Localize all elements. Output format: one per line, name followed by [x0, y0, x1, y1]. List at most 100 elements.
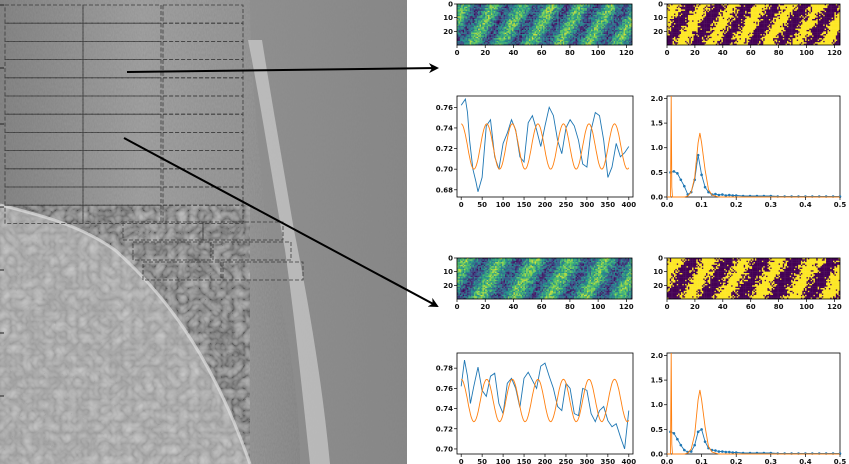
heatmap-cell: [776, 9, 778, 11]
heatmap-cell: [465, 5, 467, 7]
heatmap-cell: [563, 18, 565, 20]
heatmap-cell: [602, 19, 604, 21]
heatmap-cell: [680, 16, 682, 18]
heatmap-cell: [779, 11, 781, 13]
heatmap-cell: [797, 5, 799, 7]
heatmap-cell: [460, 8, 462, 10]
heatmap-cell: [780, 15, 782, 17]
heatmap-cell: [547, 15, 549, 17]
heatmap-cell: [542, 40, 544, 42]
heatmap-cell: [611, 22, 613, 24]
heatmap-cell: [564, 33, 566, 35]
heatmap-cell: [487, 38, 489, 40]
heatmap-cell: [570, 11, 572, 13]
heatmap-cell: [592, 16, 594, 18]
heatmap-cell: [465, 27, 467, 29]
heatmap-cell: [574, 29, 576, 31]
heatmap-cell: [498, 25, 500, 27]
heatmap-cell: [598, 37, 600, 39]
heatmap-cell: [473, 34, 475, 36]
heatmap-cell: [557, 30, 559, 32]
heatmap-cell: [692, 11, 694, 13]
heatmap-cell: [564, 40, 566, 42]
heatmap-cell: [494, 5, 496, 7]
heatmap-cell: [714, 16, 716, 18]
heatmap-cell: [577, 29, 579, 31]
heatmap-cell: [464, 18, 466, 20]
heatmap-cell: [521, 11, 523, 13]
heatmap-cell: [601, 38, 603, 40]
heatmap-cell: [542, 11, 544, 13]
heatmap-cell: [467, 7, 469, 9]
heatmap-cell: [501, 14, 503, 16]
heatmap-cell: [615, 26, 617, 28]
heatmap-cell: [546, 16, 548, 18]
heatmap-cell: [545, 18, 547, 20]
heatmap-cell: [487, 12, 489, 14]
heatmap-cell: [608, 33, 610, 35]
heatmap-cell: [533, 8, 535, 10]
heatmap-cell: [465, 9, 467, 11]
heatmap-cell: [567, 20, 569, 22]
heatmap-cell: [755, 15, 757, 17]
heatmap-cell: [468, 16, 470, 18]
heatmap-cell: [467, 26, 469, 28]
heatmap-cell: [703, 9, 705, 11]
heatmap-cell: [519, 9, 521, 11]
heatmap-cell: [674, 11, 676, 13]
heatmap-cell: [525, 11, 527, 13]
heatmap-cell: [478, 34, 480, 36]
heatmap-cell: [721, 5, 723, 7]
heatmap-cell: [494, 14, 496, 16]
heatmap-cell: [748, 16, 750, 18]
heatmap-cell: [573, 29, 575, 31]
heatmap-cell: [563, 31, 565, 33]
heatmap-cell: [482, 41, 484, 43]
heatmap-cell: [470, 7, 472, 9]
heatmap-cell: [712, 7, 714, 9]
heatmap-cell: [595, 31, 597, 33]
heatmap-cell: [513, 11, 515, 13]
heatmap-cell: [519, 29, 521, 31]
heatmap-cell: [759, 8, 761, 10]
heatmap-cell: [609, 40, 611, 42]
heatmap-cell: [754, 14, 756, 16]
heatmap-cell: [710, 11, 712, 13]
heatmap-cell: [521, 12, 523, 14]
heatmap-cell: [513, 26, 515, 28]
heatmap-cell: [467, 11, 469, 13]
heatmap-cell: [691, 11, 693, 13]
heatmap-cell: [564, 14, 566, 16]
heatmap-cell: [560, 23, 562, 25]
heatmap-cell: [621, 16, 623, 18]
heatmap-cell: [518, 16, 520, 18]
heatmap-cell: [616, 18, 618, 20]
heatmap-cell: [570, 42, 572, 44]
heatmap-cell: [615, 20, 617, 22]
heatmap-cell: [776, 15, 778, 17]
heatmap-cell: [591, 34, 593, 36]
heatmap-cell: [502, 12, 504, 14]
heatmap-cell: [777, 14, 779, 16]
heatmap-cell: [578, 16, 580, 18]
heatmap-cell: [671, 16, 673, 18]
heatmap-cell: [724, 8, 726, 10]
heatmap-cell: [549, 25, 551, 27]
heatmap-cell: [473, 37, 475, 39]
heatmap-cell: [585, 7, 587, 9]
heatmap-cell: [477, 26, 479, 28]
heatmap-cell: [581, 18, 583, 20]
heatmap-cell: [488, 20, 490, 22]
heatmap-cell: [518, 35, 520, 37]
heatmap-cell: [513, 19, 515, 21]
heatmap-cell: [773, 14, 775, 16]
heatmap-cell: [609, 27, 611, 29]
heatmap-cell: [561, 34, 563, 36]
heatmap-cell: [467, 42, 469, 44]
heatmap-cell: [532, 40, 534, 42]
heatmap-cell: [808, 8, 810, 10]
heatmap-cell: [506, 9, 508, 11]
heatmap-cell: [748, 7, 750, 9]
heatmap-cell: [628, 38, 630, 40]
heatmap-cell: [731, 14, 733, 16]
